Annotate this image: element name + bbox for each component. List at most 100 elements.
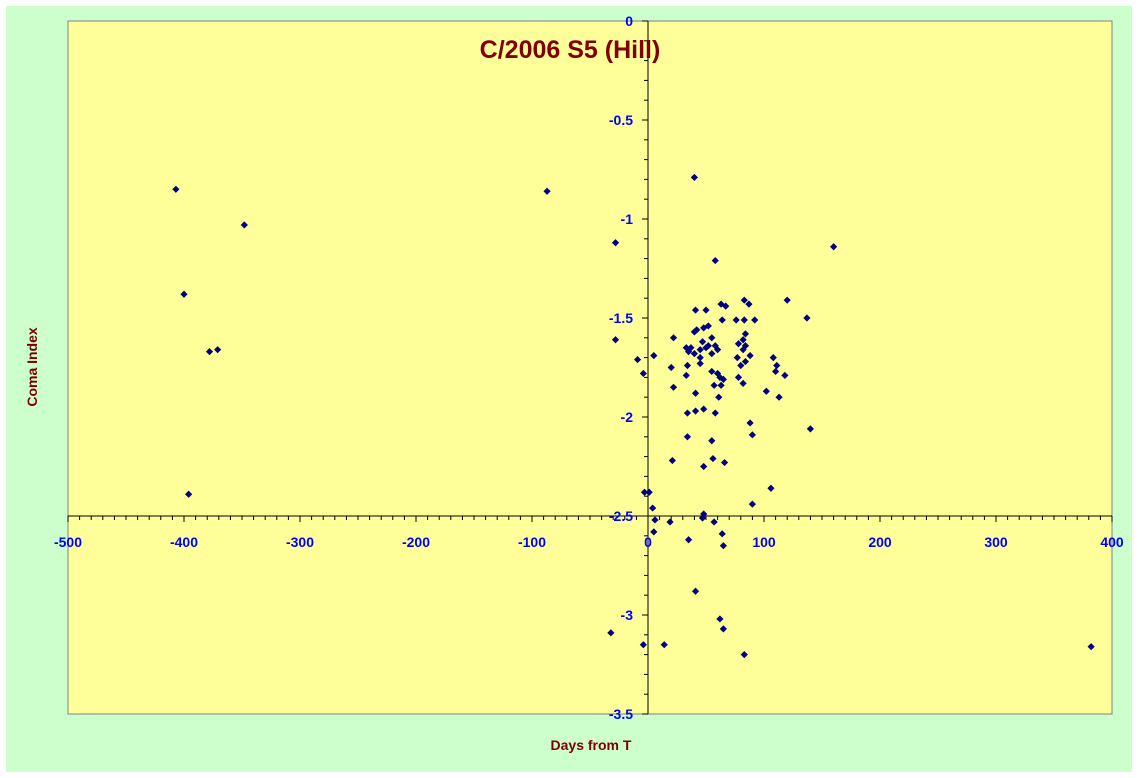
x-tick-label: -300 [286,534,314,550]
data-point [711,409,719,417]
data-point [748,500,756,508]
data-point [748,431,756,439]
data-point [683,409,692,417]
data-point [660,641,668,649]
data-point [683,361,692,370]
data-point [739,336,747,344]
data-point [607,629,615,637]
data-point [690,350,698,358]
x-tick-label: 200 [868,534,892,550]
chart-title: C/2006 S5 (Hill) [480,36,661,64]
data-point [690,173,698,182]
scatter-chart: -500 -400 -300 -200 -100 0 100 200 300 400 0 -0.5 -1… [24,13,1124,753]
data-point [830,243,838,251]
data-points [172,173,1095,659]
y-tick-label: 0 [625,13,633,29]
data-point [639,369,647,378]
data-point [704,342,712,350]
data-point [751,316,759,324]
x-tick-label: 100 [752,534,776,550]
tick-labels: -500 -400 -300 -200 -100 0 100 200 300 400 0 -0.5 -1… [54,13,1124,722]
data-point [696,346,704,354]
data-point [639,641,647,649]
data-point [682,371,690,380]
y-tick-label: -1.5 [609,310,633,326]
data-point [719,375,727,383]
y-tick-label: -1 [621,211,634,227]
data-point [718,530,726,538]
data-point [708,334,716,342]
data-point [708,437,716,445]
data-point [640,488,649,496]
data-point [702,306,710,314]
data-point [732,316,740,324]
data-point [740,296,748,304]
data-point [214,346,222,354]
data-point [710,381,718,389]
data-point [543,187,551,195]
data-point [650,352,658,360]
data-point [667,363,675,372]
data-point [691,389,700,397]
data-point [803,314,811,322]
data-point [716,373,724,381]
data-point [781,371,789,380]
data-point [172,185,180,193]
data-point [180,290,188,298]
data-point [709,454,717,463]
x-tick-label: -500 [54,534,82,550]
data-point [737,361,745,370]
data-point [783,296,791,304]
x-tick-label: -100 [518,534,546,550]
data-point [722,302,730,310]
data-point [698,514,707,522]
y-tick-label: -2.5 [609,508,633,524]
data-point [775,393,783,401]
x-axis-title: Days from T [551,737,632,753]
data-point [711,256,719,265]
x-tick-label: -400 [170,534,198,550]
tick-marks [67,20,1113,715]
data-point [734,373,743,381]
data-point [700,510,708,518]
data-point [746,352,754,360]
x-tick-label: 400 [1100,534,1124,550]
data-point [700,324,708,332]
data-point [685,536,693,544]
data-point [718,316,726,324]
chart-area: -500 -400 -300 -200 -100 0 100 200 300 400 0 -0.5 -1… [6,6,1132,772]
data-point [719,625,727,633]
data-point [696,354,704,362]
data-point [720,458,729,467]
data-point [691,587,700,595]
data-point [716,615,724,623]
data-point [205,348,214,356]
data-point [710,518,718,526]
data-point [741,330,750,338]
data-point [714,369,722,378]
data-point [711,342,719,350]
data-point [645,488,653,496]
data-point [733,354,741,362]
y-axis-title: Coma Index [24,327,40,407]
data-point [611,336,620,344]
data-point [693,326,701,334]
data-point [767,484,775,492]
data-point [669,383,678,391]
data-point [806,425,814,433]
data-point [734,340,743,348]
data-point [746,419,754,427]
x-tick-label: -200 [402,534,430,550]
data-point [740,316,748,324]
data-point [739,379,747,387]
data-point [698,338,707,346]
plot-area [67,20,1113,715]
y-tick-label: -3.5 [609,706,633,722]
data-point [633,355,642,364]
data-point [611,239,620,247]
y-tick-label: -2 [621,409,634,425]
data-point [715,393,723,401]
data-point [700,462,708,471]
data-point [740,651,748,659]
data-point [651,516,659,524]
